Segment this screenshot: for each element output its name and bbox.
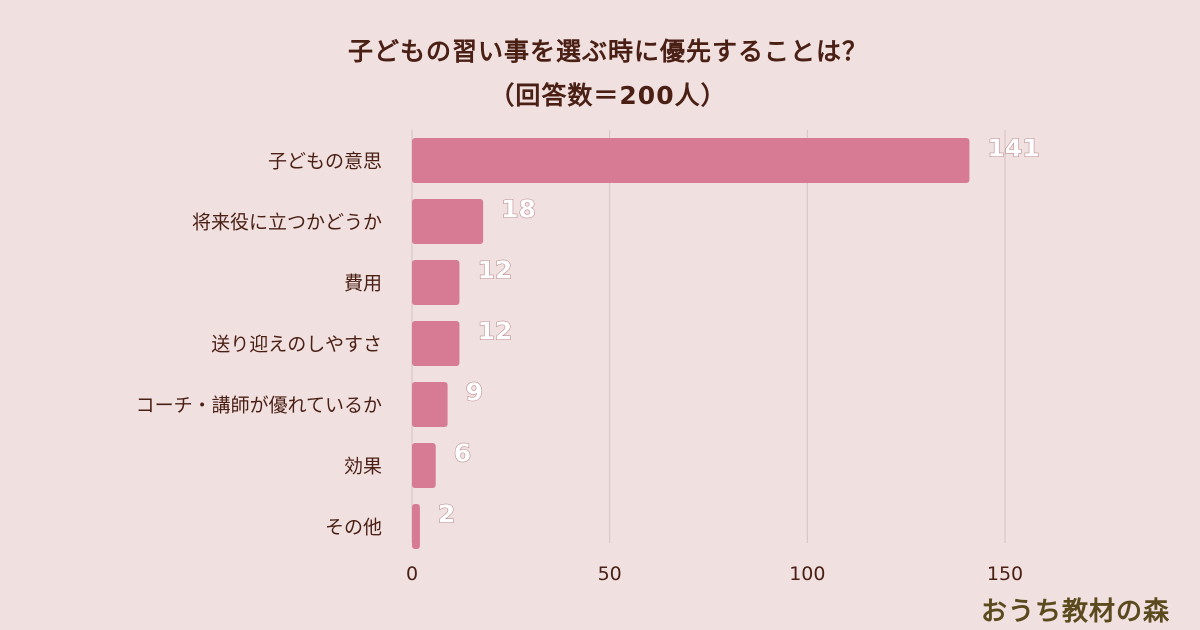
bar (412, 199, 484, 244)
category-label: その他 (325, 517, 382, 539)
brand-logo: おうち教材の森 (980, 597, 1170, 627)
value-label: 18 (501, 195, 536, 224)
bars (412, 138, 970, 549)
bar (412, 443, 436, 488)
value-label: 12 (477, 317, 512, 346)
chart-title: 子どもの習い事を選ぶ時に優先することは？ (348, 37, 868, 66)
category-label: 費用 (344, 273, 382, 295)
category-label: コーチ・講師が優れているか (136, 395, 382, 417)
x-tick-label: 100 (789, 563, 825, 585)
value-label: 2 (438, 500, 455, 529)
category-label: 子どもの意思 (268, 151, 382, 173)
value-label: 141 (987, 134, 1039, 163)
value-label: 9 (466, 378, 483, 407)
bar (412, 260, 460, 305)
bar (412, 504, 420, 549)
category-label: 将来役に立つかどうか (192, 212, 382, 234)
x-tick-label: 150 (987, 563, 1023, 585)
category-label: 送り迎えのしやすさ (211, 334, 382, 356)
bar (412, 382, 448, 427)
category-label: 効果 (344, 456, 382, 478)
x-tick-label: 50 (598, 563, 622, 585)
value-label: 12 (477, 256, 512, 285)
bar (412, 138, 970, 183)
value-label: 6 (454, 439, 471, 468)
x-tick-label: 0 (406, 563, 418, 585)
bar (412, 321, 460, 366)
labels: 0 50 100 150 子どもの意思 141 将来役に立つかどうか 18 費用 12 送り迎えのし… (136, 133, 1041, 585)
chart-subtitle: （回答数＝200人） (489, 81, 726, 110)
